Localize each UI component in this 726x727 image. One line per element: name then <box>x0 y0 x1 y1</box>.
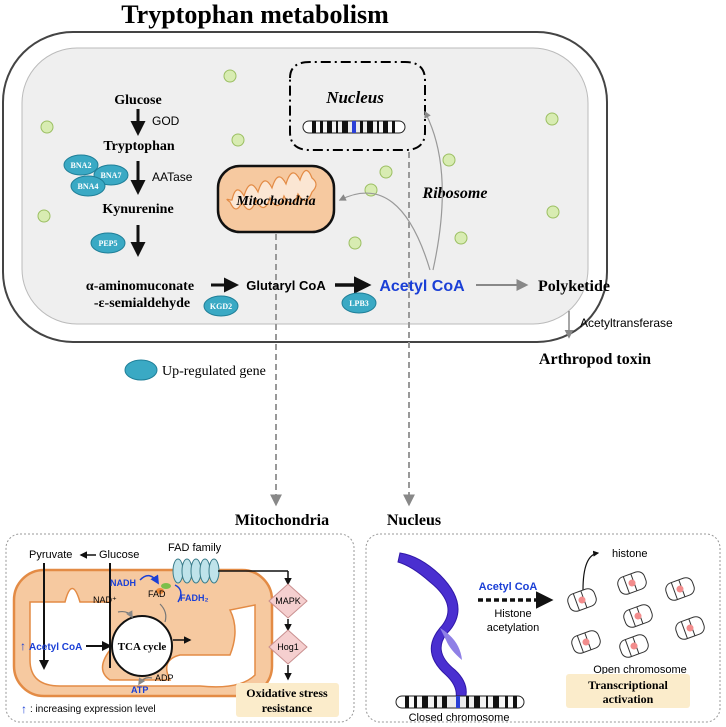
closed-chromosome <box>396 696 524 708</box>
nucleus-label: Nucleus <box>325 88 384 107</box>
ribosome-label: Ribosome <box>422 185 488 202</box>
svg-text:BNA7: BNA7 <box>101 171 122 180</box>
glutaryl-coa-label: Glutaryl CoA <box>246 278 326 293</box>
transcriptional-label-line1: Transcriptional <box>588 678 668 692</box>
gene-kgd2: KGD2 <box>204 296 238 316</box>
mito-glucose-label: Glucose <box>99 549 139 561</box>
figure-title: Tryptophan metabolism <box>121 0 389 29</box>
acetyl-coa-label: Acetyl CoA <box>379 278 465 295</box>
vesicle <box>41 121 53 133</box>
gene-bna2: BNA2 <box>64 155 98 175</box>
mito-nadh-label: NADH <box>110 578 136 588</box>
polyketide-label: Polyketide <box>538 278 610 295</box>
mito-fad-family-label: FAD family <box>168 542 222 554</box>
hog1-label: Hog1 <box>277 642 299 652</box>
legend-up-regulated-label: Up-regulated gene <box>162 364 266 379</box>
acetyltransferase-label: Acetyltransferase <box>580 316 673 330</box>
god-label: GOD <box>152 114 180 128</box>
vesicle <box>380 166 392 178</box>
panel-title-mitochondria: Mitochondria <box>235 512 329 529</box>
vesicle <box>546 113 558 125</box>
vesicle <box>443 154 455 166</box>
svg-text:PEP5: PEP5 <box>98 239 117 248</box>
mitochondria-label: Mitochondria <box>235 194 315 209</box>
histone-acetylation-line1: Histone <box>494 608 531 620</box>
mito-acetyl-arrow-up: ↑ <box>20 639 26 653</box>
mito-fadh2-label: FADH₂ <box>180 593 209 603</box>
vesicle <box>38 210 50 222</box>
legend-gene-swatch <box>125 360 157 380</box>
mito-nad-label: NAD⁺ <box>93 595 117 605</box>
mapk-label: MAPK <box>275 596 301 606</box>
tryptophan-label: Tryptophan <box>103 139 175 154</box>
svg-text:BNA2: BNA2 <box>71 161 92 170</box>
mito-pyruvate-label: Pyruvate <box>29 549 72 561</box>
arthropod-toxin-label: Arthropod toxin <box>539 351 651 368</box>
mito-tca-label: TCA cycle <box>118 641 167 653</box>
mito-adp-label: ADP <box>155 673 174 683</box>
mito-atp-label: ATP <box>131 685 148 695</box>
legend-increasing-label: : increasing expression level <box>30 704 156 715</box>
vesicle <box>349 237 361 249</box>
gene-lpb3: LPB3 <box>342 293 376 313</box>
histone-label: histone <box>612 548 647 560</box>
kynurenine-label: Kynurenine <box>102 202 173 217</box>
histone-acetylation-line2: acetylation <box>487 622 540 634</box>
svg-text:BNA4: BNA4 <box>78 182 99 191</box>
vesicle <box>224 70 236 82</box>
svg-text:KGD2: KGD2 <box>210 302 232 311</box>
nucleus-acetyl-coa-label: Acetyl CoA <box>479 581 538 593</box>
vesicle <box>547 206 559 218</box>
mito-fad-label: FAD <box>148 589 166 599</box>
oxidative-label-line2: resistance <box>262 701 313 715</box>
transcriptional-label-line2: activation <box>603 692 654 706</box>
glucose-label: Glucose <box>114 93 161 108</box>
oxidative-label-line1: Oxidative stress <box>246 686 328 700</box>
svg-text:LPB3: LPB3 <box>349 299 369 308</box>
legend-arrow-up: ↑ <box>21 702 27 716</box>
panel-title-nucleus: Nucleus <box>387 512 441 529</box>
vesicle <box>455 232 467 244</box>
vesicle <box>232 134 244 146</box>
mito-acetyl-coa-label: Acetyl CoA <box>29 642 82 653</box>
gene-pep5: PEP5 <box>91 233 125 253</box>
aatase-label: AATase <box>152 170 193 184</box>
closed-chromosome-label: Closed chromosome <box>409 712 510 724</box>
aminomuconate-label-line2: -ε-semialdehyde <box>94 296 190 311</box>
aminomuconate-label-line1: α-aminomuconate <box>86 279 194 294</box>
gene-bna4: BNA4 <box>71 176 105 196</box>
nucleus-chromosome <box>303 121 405 133</box>
